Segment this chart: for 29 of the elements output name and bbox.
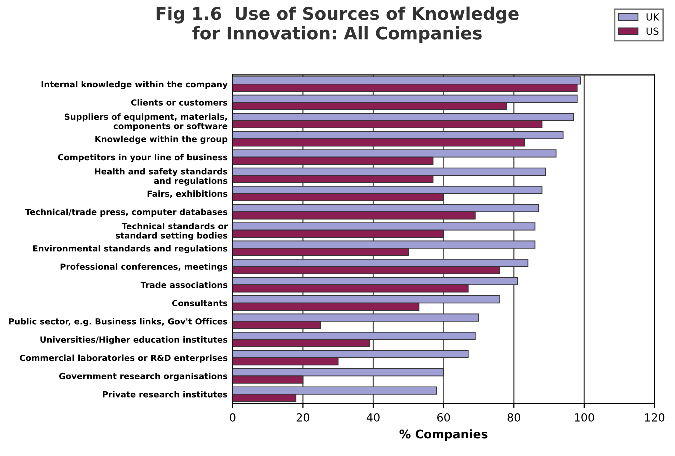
y-tick-label: Fairs, exhibitions — [148, 190, 228, 198]
y-tick-label: Technical/trade press, computer databases — [26, 208, 228, 217]
y-tick-label: Private research institutes — [103, 391, 228, 398]
legend-label: UK — [646, 14, 660, 21]
y-tick-label: Professional conferences, meetings — [60, 264, 228, 272]
y-tick-label: Trade associations — [140, 282, 228, 288]
y-tick-label: Consultants — [172, 300, 228, 307]
y-tick-label: Environmental standards and regulations — [33, 245, 228, 254]
y-tick-label: Public sector, e.g. Business links, Gov't Offices — [9, 318, 228, 326]
y-tick-label: Knowledge within the group — [96, 136, 228, 144]
y-tick-label: Internal knowledge within the company — [42, 81, 228, 90]
y-tick-label: Health and safety standards and regulations — [95, 168, 228, 186]
x-tick-label: 100 — [575, 413, 594, 422]
y-tick-label: Competitors in your line of business — [58, 154, 228, 162]
y-tick-label: Commercial laboratories or R&D enterprises — [20, 354, 228, 363]
x-tick-label: 60 — [438, 413, 450, 422]
y-tick-label: Clients or customers — [131, 99, 228, 106]
x-tick-label: 80 — [508, 413, 520, 422]
x-tick-label: 20 — [296, 413, 310, 422]
legend-label: US — [646, 28, 659, 36]
x-tick-label: 120 — [645, 413, 665, 422]
y-tick-label: Suppliers of equipment, materials, components or software — [64, 114, 228, 132]
x-tick-label: 40 — [366, 413, 380, 422]
y-tick-label: Universities/Higher education institutes — [40, 336, 228, 345]
y-tick-label: Government research organisations — [59, 373, 228, 382]
chart-title: Fig 1.6 Use of Sources of Knowledge for Innovation: All Companies — [156, 6, 519, 44]
x-tick-label: 0 — [230, 413, 236, 422]
y-tick-label: Technical standards or standard setting bodies — [116, 223, 228, 241]
x-axis-title: % Companies — [400, 430, 488, 442]
